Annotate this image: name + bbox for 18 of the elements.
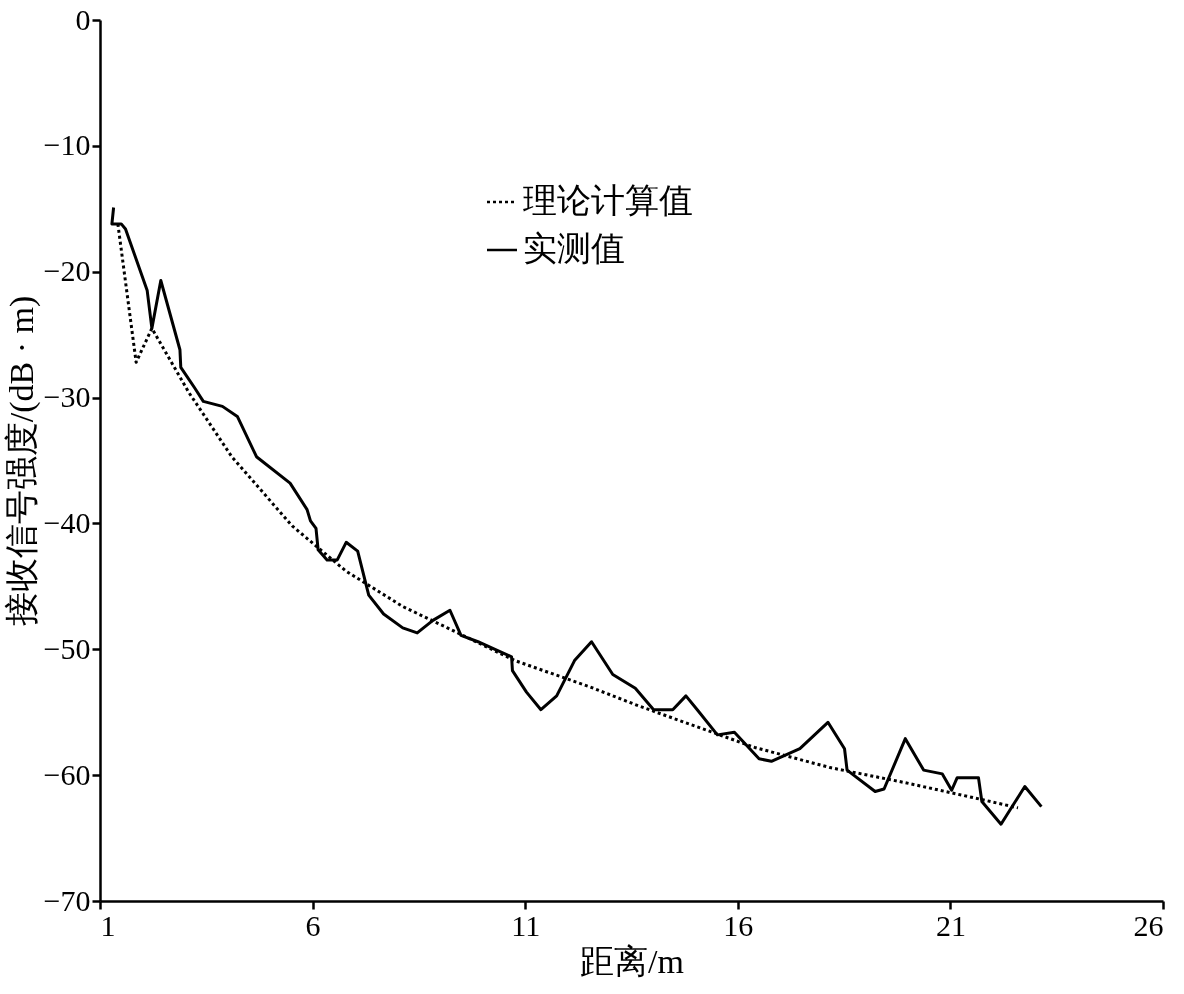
y-tick-label: −70 — [43, 883, 91, 917]
x-tick-label: 26 — [1133, 908, 1164, 942]
y-tick-label: −60 — [43, 757, 91, 791]
x-tick-label: 21 — [935, 908, 966, 942]
legend-label: 理论计算值 — [523, 182, 693, 219]
x-tick-label: 16 — [723, 908, 754, 942]
x-tick-label: 11 — [511, 908, 541, 942]
y-tick-label: −20 — [43, 254, 91, 288]
x-tick-label: 1 — [100, 908, 116, 942]
y-tick-label: −40 — [43, 505, 91, 539]
y-tick-label: −30 — [43, 380, 91, 414]
legend-label: 实测值 — [523, 230, 625, 267]
y-tick-label: −50 — [43, 631, 91, 665]
y-axis-title: 接收信号强度/(dB · m) — [2, 295, 41, 627]
y-tick-label: 0 — [75, 2, 91, 36]
x-tick-label: 6 — [305, 908, 321, 942]
x-axis-title: 距离/m — [580, 942, 684, 980]
y-tick-label: −10 — [43, 128, 91, 162]
